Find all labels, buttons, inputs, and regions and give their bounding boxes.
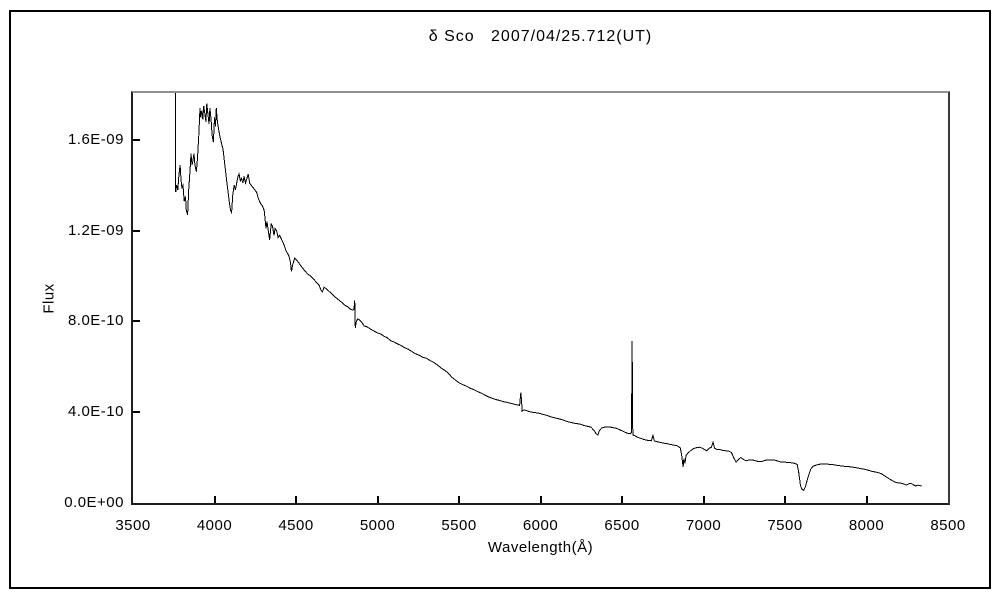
x-tick-label: 7500: [767, 517, 803, 534]
x-tick-mark: [784, 496, 786, 503]
x-tick-mark: [539, 496, 542, 503]
x-tick-mark: [621, 496, 623, 503]
x-tick-mark: [702, 496, 705, 503]
spectrum-plot-area: [174, 93, 922, 491]
y-tick-label: 0.0E+00: [64, 494, 124, 511]
x-tick-label: 8000: [848, 517, 885, 534]
y-tick-label: 8.0E-10: [67, 312, 124, 330]
x-tick-label: 7000: [685, 517, 722, 534]
x-tick-label: 4000: [196, 517, 233, 534]
y-tick-mark: [133, 229, 140, 232]
x-tick-label: 8500: [930, 517, 966, 534]
x-tick-label: 5500: [441, 517, 477, 534]
y-tick-label: 1.2E-09: [67, 221, 124, 239]
y-tick-mark: [133, 320, 140, 323]
y-tick-mark: [133, 138, 140, 141]
x-tick-label: 5000: [359, 517, 396, 534]
plot-frame: [131, 91, 950, 505]
x-tick-label: 6000: [522, 517, 559, 534]
x-tick-label: 3500: [115, 517, 151, 534]
y-axis-label: Flux: [40, 283, 58, 314]
y-tick-label: 4.0E-10: [67, 403, 124, 421]
x-tick-label: 6500: [604, 517, 640, 534]
x-axis-label: Wavelength(Å): [487, 539, 594, 556]
x-tick-mark: [295, 496, 297, 503]
chart-title: δ Sco 2007/04/25.712(UT): [428, 28, 653, 45]
y-tick-mark: [133, 411, 140, 414]
x-tick-mark: [458, 496, 460, 503]
spectrum-line: [174, 93, 922, 491]
x-tick-mark: [376, 496, 379, 503]
x-tick-mark: [865, 496, 868, 503]
y-tick-label: 1.6E-09: [67, 130, 124, 148]
x-tick-label: 4500: [278, 517, 314, 534]
x-tick-mark: [213, 496, 216, 503]
